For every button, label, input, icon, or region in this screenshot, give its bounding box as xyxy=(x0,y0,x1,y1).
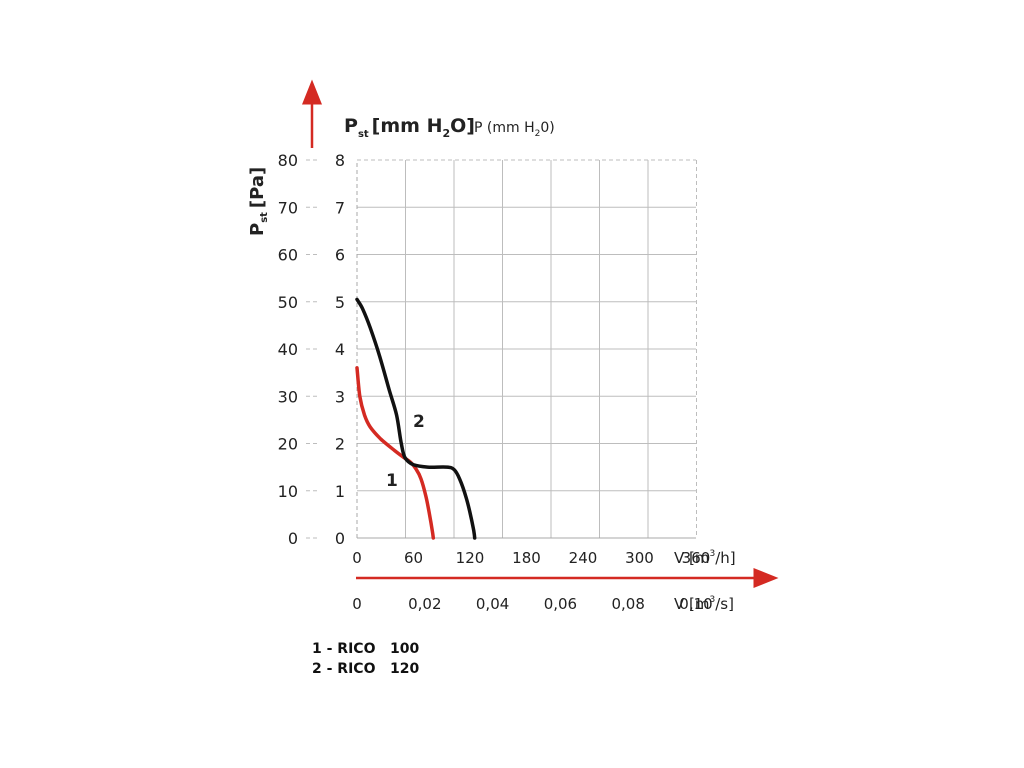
y-inner-tick-label: 0 xyxy=(335,529,345,548)
y-left-tick-labels: 0 10 20 30 40 50 60 70 80 xyxy=(278,151,320,548)
x-m3h-label: V [m3/h] xyxy=(674,549,736,567)
legend-item-1: 1 - RICO 100 xyxy=(312,639,419,659)
x-m3s-tick-label: 0 xyxy=(352,595,362,613)
y-left-tick-label: 40 xyxy=(278,340,298,359)
y-left-tick-label: 30 xyxy=(278,387,298,406)
y-inner-tick-label: 6 xyxy=(335,246,345,265)
y-inner-tick-label: 4 xyxy=(335,340,345,359)
y-left-tick-label: 20 xyxy=(278,435,298,454)
y-left-title: Pst[Pa] xyxy=(247,167,270,236)
y-inner-tick-label: 8 xyxy=(335,151,345,170)
series-line-2 xyxy=(355,297,477,540)
x-m3s-label: V [m3/s] xyxy=(674,595,734,613)
y-left-tick-label: 80 xyxy=(278,151,298,170)
y-inner-title-alt: P (mm H20) xyxy=(474,120,555,139)
y-inner-tick-labels: 0 1 2 3 4 5 6 7 8 xyxy=(335,151,345,548)
legend: 1 - RICO 100 2 - RICO 120 xyxy=(312,639,419,679)
x-m3s-tick-labels: 0 0,02 0,04 0,06 0,08 0,10 xyxy=(352,595,712,613)
y-inner-tick-label: 7 xyxy=(335,198,345,217)
y-left-tick-label: 70 xyxy=(278,198,298,217)
x-m3h-tick-label: 120 xyxy=(456,549,485,567)
y-inner-tick-label: 2 xyxy=(335,435,345,454)
legend-item-2-label: 2 - RICO xyxy=(312,661,376,677)
x-m3h-tick-label: 240 xyxy=(569,549,598,567)
x-m3s-tick-label: 0,04 xyxy=(476,595,509,613)
y-left-tick-label: 10 xyxy=(278,482,298,501)
x-m3h-tick-label: 180 xyxy=(512,549,541,567)
y-inner-tick-label: 5 xyxy=(335,293,345,312)
y-left-tick-label: 0 xyxy=(288,529,298,548)
curve-label-2: 2 xyxy=(413,412,425,432)
x-m3h-tick-label: 360 xyxy=(682,549,711,567)
x-m3h-tick-label: 0 xyxy=(352,549,362,567)
y-inner-title: Pst [mm H2O] xyxy=(344,115,475,140)
curves xyxy=(355,297,477,540)
curve-label-1: 1 xyxy=(386,471,398,491)
x-m3h-tick-label: 60 xyxy=(404,549,423,567)
legend-item-1-value: 100 xyxy=(390,641,420,657)
x-m3h-tick-labels: 0 60 120 180 240 300 360 xyxy=(352,549,710,567)
legend-item-1-label: 1 - RICO xyxy=(312,641,376,657)
y-inner-tick-label: 3 xyxy=(335,387,345,406)
x-m3s-tick-label: 0,10 xyxy=(679,595,712,613)
legend-item-2: 2 - RICO 120 xyxy=(312,659,419,679)
x-m3s-tick-label: 0,02 xyxy=(408,595,441,613)
y-inner-tick-label: 1 xyxy=(335,482,345,501)
legend-item-2-value: 120 xyxy=(390,661,420,677)
grid xyxy=(357,159,697,538)
series-line-1 xyxy=(355,366,436,540)
axes xyxy=(302,79,779,588)
x-m3h-tick-label: 300 xyxy=(625,549,654,567)
y-left-tick-label: 50 xyxy=(278,293,298,312)
y-left-tick-label: 60 xyxy=(278,246,298,265)
x-m3s-tick-label: 0,08 xyxy=(611,595,644,613)
x-m3s-tick-label: 0,06 xyxy=(544,595,577,613)
